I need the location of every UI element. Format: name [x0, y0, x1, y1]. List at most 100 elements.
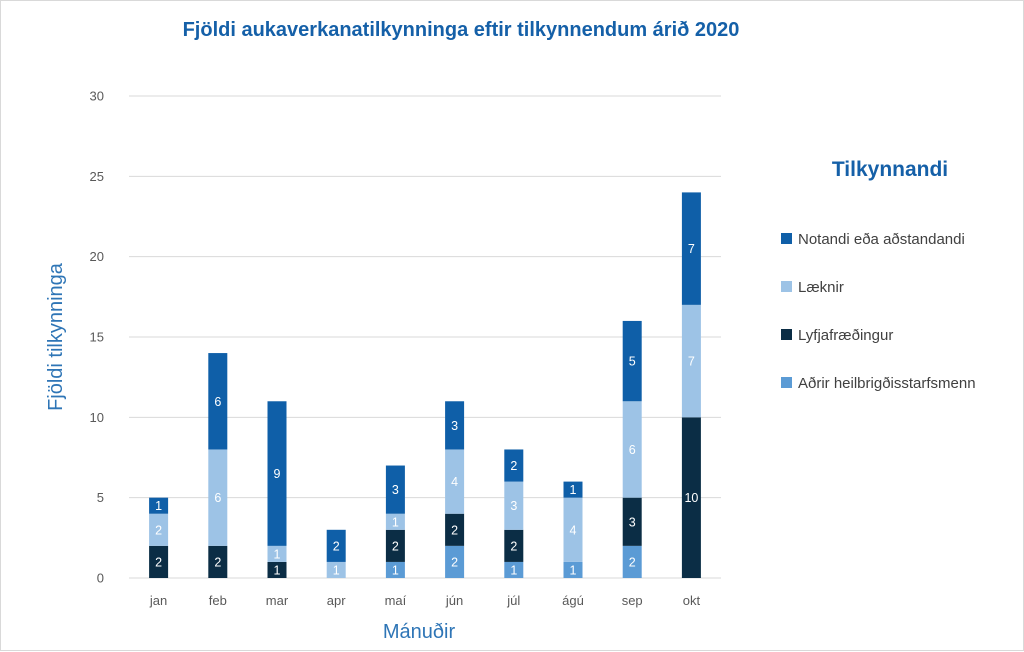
legend-swatch [781, 233, 792, 244]
legend-label: Aðrir heilbrigðisstarfsmenn [798, 375, 976, 392]
data-label: 1 [392, 563, 399, 577]
gridlines [129, 95, 721, 579]
bar-segment [504, 481, 524, 530]
data-label: 6 [629, 443, 636, 457]
bar-segment [681, 192, 701, 305]
data-label: 7 [688, 355, 695, 369]
bar-segment [681, 417, 701, 578]
data-label: 1 [274, 547, 281, 561]
data-label: 3 [629, 515, 636, 529]
bar-segment [445, 449, 465, 514]
data-label: 2 [214, 555, 221, 569]
data-label: 10 [684, 491, 698, 505]
data-label: 4 [570, 523, 577, 537]
bar-segment [563, 481, 583, 498]
x-tick-label: jan [149, 593, 167, 608]
y-tick-label: 0 [97, 571, 104, 586]
x-axis-title: Mánuðir [383, 621, 456, 643]
bar-stack-ágú: 1 4 1 [563, 481, 583, 578]
bar-stack-maí: 1 2 1 3 [385, 465, 405, 578]
data-label: 1 [510, 563, 517, 577]
x-tick-label: okt [683, 593, 701, 608]
bar-segment [504, 529, 524, 562]
bar-segment [149, 513, 169, 546]
x-tick-label: sep [622, 593, 643, 608]
bar-segment [622, 320, 642, 402]
data-label: 2 [629, 555, 636, 569]
bar-segment [504, 561, 524, 578]
bar-segment [326, 561, 346, 578]
bar-segment [622, 497, 642, 546]
bar-stack-apr: 12 [326, 529, 346, 578]
bar-segment [563, 561, 583, 578]
y-tick-label: 30 [90, 89, 104, 104]
data-label: 2 [333, 539, 340, 553]
data-label: 2 [451, 555, 458, 569]
data-label: 2 [155, 555, 162, 569]
bar-segment [208, 545, 228, 578]
bar-stack-jún: 2 2 4 3 [445, 401, 465, 578]
x-tick-label: jún [445, 593, 463, 608]
data-label: 2 [510, 459, 517, 473]
y-tick-label: 10 [90, 410, 104, 425]
x-tick-label: apr [327, 593, 346, 608]
bar-stack-okt: 10 7 7 [681, 192, 701, 578]
legend-label: Notandi eða aðstandandi [798, 231, 965, 248]
data-label: 2 [155, 523, 162, 537]
bar-segment [267, 561, 287, 578]
legend-item: Aðrir heilbrigðisstarfsmenn [781, 375, 976, 392]
bar-segment [563, 497, 583, 562]
legend-item: Lyfjafræðingur [781, 327, 893, 344]
legend-swatch [781, 377, 792, 388]
data-label: 1 [274, 563, 281, 577]
data-label: 1 [570, 563, 577, 577]
bar-segment [445, 401, 465, 450]
x-tick-label: feb [209, 593, 227, 608]
data-label: 7 [688, 242, 695, 256]
y-axis-title: Fjöldi tilkynninga [45, 262, 67, 411]
y-tick-label: 20 [90, 249, 104, 264]
bar-segment [208, 353, 228, 450]
y-tick-label: 15 [90, 330, 104, 345]
y-axis-ticks: 0 5 10 15 20 25 30 [90, 89, 104, 586]
legend-item: Læknir [781, 279, 844, 296]
bar-segment [445, 545, 465, 578]
chart-title: Fjöldi aukaverkanatilkynninga eftir tilk… [183, 19, 740, 41]
x-tick-label: ágú [562, 593, 584, 608]
legend-item: Notandi eða aðstandandi [781, 231, 965, 248]
legend-swatch [781, 329, 792, 340]
x-tick-label: mar [266, 593, 289, 608]
legend: Notandi eða aðstandandi Læknir Lyfjafræðin… [781, 231, 976, 392]
bar-segment [267, 545, 287, 562]
bar-segment [208, 449, 228, 546]
data-label: 1 [333, 563, 340, 577]
legend-swatch [781, 281, 792, 292]
data-label: 2 [510, 539, 517, 553]
bar-segment [326, 529, 346, 562]
bar-segment [149, 545, 169, 578]
data-label: 1 [155, 499, 162, 513]
bar-segment [149, 497, 169, 514]
y-tick-label: 5 [97, 490, 104, 505]
x-axis-ticks: jan feb mar apr maí jún júl ágú sep okt [149, 593, 701, 608]
bar-segment [681, 304, 701, 418]
bar-stack-júl: 1 2 3 2 [504, 449, 524, 578]
x-tick-label: maí [385, 593, 407, 608]
bar-stack-sep: 2 3 6 5 [622, 320, 642, 578]
data-label: 2 [392, 539, 399, 553]
bar-stack-feb: 2 6 6 [208, 353, 228, 578]
bar-segment [445, 513, 465, 546]
data-label: 1 [570, 483, 577, 497]
bar-stack-mar: 1 1 9 [267, 401, 287, 578]
data-label: 4 [451, 475, 458, 489]
data-label: 5 [629, 355, 636, 369]
data-label: 3 [451, 419, 458, 433]
bar-stack-jan: 2 2 1 [149, 497, 169, 578]
bar-segment [622, 401, 642, 498]
legend-title: Tilkynnandi [832, 158, 948, 181]
x-tick-label: júl [506, 593, 520, 608]
data-label: 3 [510, 499, 517, 513]
data-label: 9 [274, 467, 281, 481]
